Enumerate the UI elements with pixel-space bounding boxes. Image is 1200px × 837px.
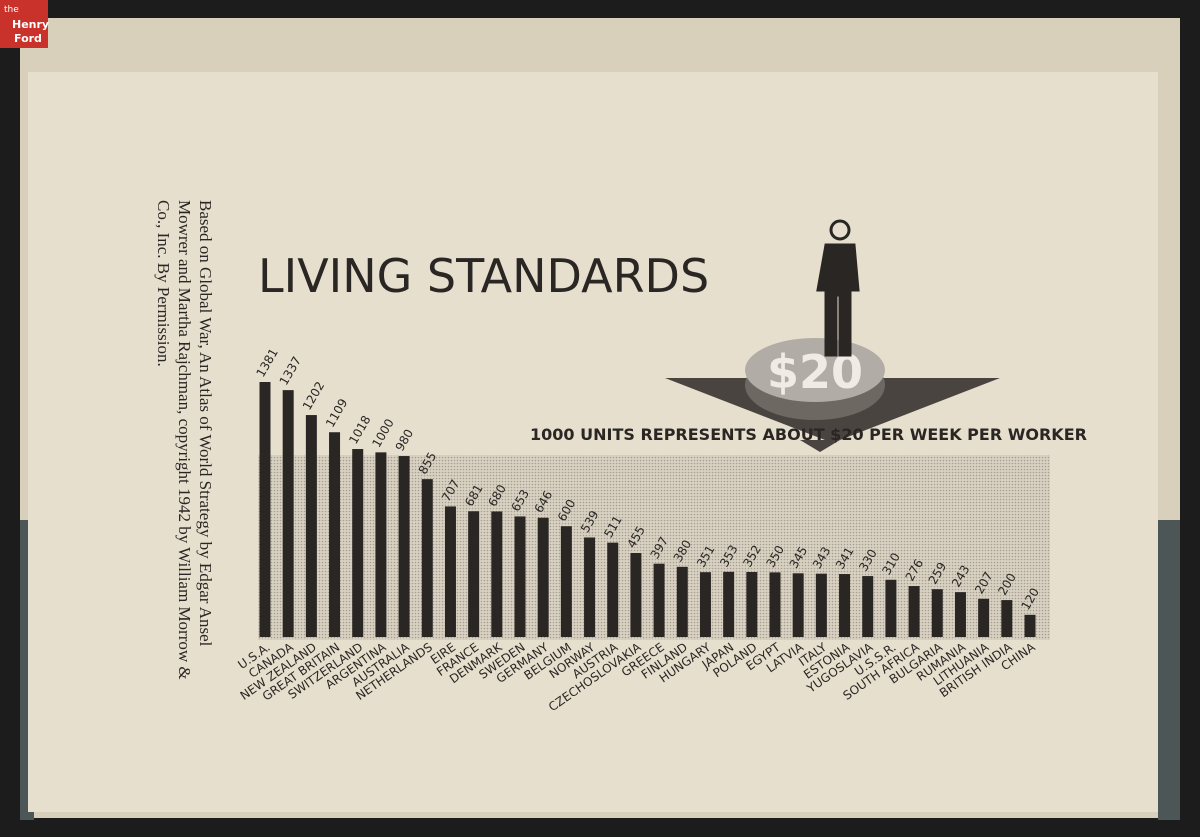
logo-text: Ford: [14, 32, 42, 45]
source-note: Based on Global War, An Atlas of World S…: [154, 200, 215, 680]
bar: [746, 572, 758, 637]
chart-subtitle: 1000 UNITS REPRESENTS ABOUT $20 PER WEEK…: [530, 425, 1087, 444]
bar: [444, 506, 456, 637]
bar: [584, 537, 596, 637]
paper: [28, 72, 1158, 812]
bar: [282, 390, 294, 637]
bar: [352, 449, 364, 637]
bar: [560, 526, 572, 637]
arrow-tip: [800, 440, 840, 452]
bar: [653, 563, 665, 637]
bar: [1024, 614, 1036, 637]
bar: [723, 571, 735, 637]
bar: [792, 573, 804, 637]
chart-title: LIVING STANDARDS: [258, 249, 709, 303]
bar: [329, 432, 341, 637]
bar: [305, 415, 317, 637]
bar: [769, 572, 781, 637]
bar: [514, 516, 526, 637]
bar: [375, 452, 387, 637]
note-line: Co., Inc. By Permission.: [154, 200, 173, 367]
bar: [259, 382, 271, 637]
book-edge: [1158, 520, 1180, 820]
logo-text: Henry: [12, 18, 49, 31]
bar: [862, 576, 874, 637]
bar: [885, 579, 897, 637]
bar: [1001, 600, 1013, 637]
bar: [468, 511, 480, 637]
note-line: Mowrer and Martha Rajchman, copyright 19…: [175, 200, 194, 680]
bar: [398, 456, 410, 637]
bar: [630, 552, 642, 637]
bar: [607, 542, 619, 637]
bar: [931, 589, 943, 637]
bar: [676, 566, 688, 637]
bar: [978, 598, 990, 637]
bar: [537, 517, 549, 637]
bar: [491, 511, 503, 637]
bar: [908, 586, 920, 637]
logo-box: [0, 0, 48, 48]
bar: [699, 572, 711, 637]
bar: [839, 574, 851, 637]
note-line: Based on Global War, An Atlas of World S…: [196, 200, 215, 647]
logo-text: the: [4, 5, 19, 15]
bar: [815, 573, 827, 637]
bar: [954, 592, 966, 637]
bar: [421, 479, 433, 637]
worker-figure: [816, 219, 860, 357]
